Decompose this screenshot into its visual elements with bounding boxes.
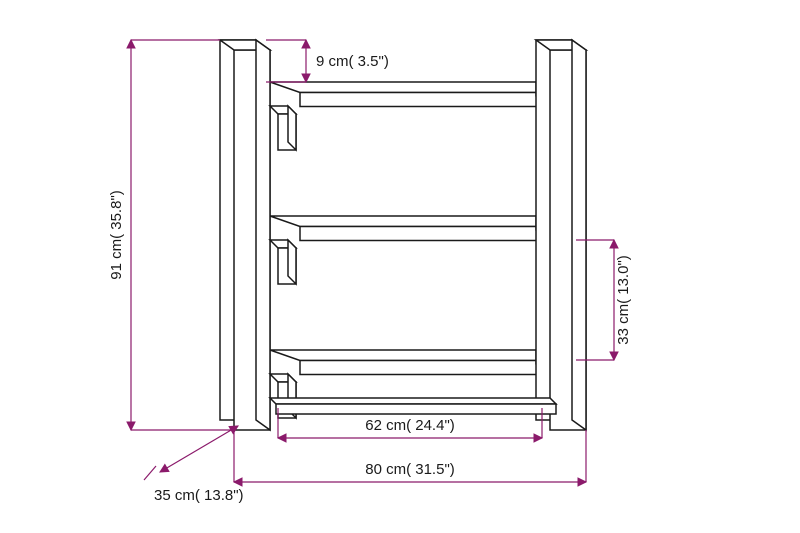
dim-total-width: 80 cm( 31.5") [365,461,455,478]
bookshelf-drawing [220,40,586,430]
dim-height-total: 91 cm( 35.8") [108,190,125,280]
dim-inner-width: 62 cm( 24.4") [365,417,455,434]
dim-shelf-spacing: 33 cm( 13.0") [615,255,632,345]
dim-depth: 35 cm( 13.8") [154,487,244,504]
dim-top-gap: 9 cm( 3.5") [316,53,389,70]
